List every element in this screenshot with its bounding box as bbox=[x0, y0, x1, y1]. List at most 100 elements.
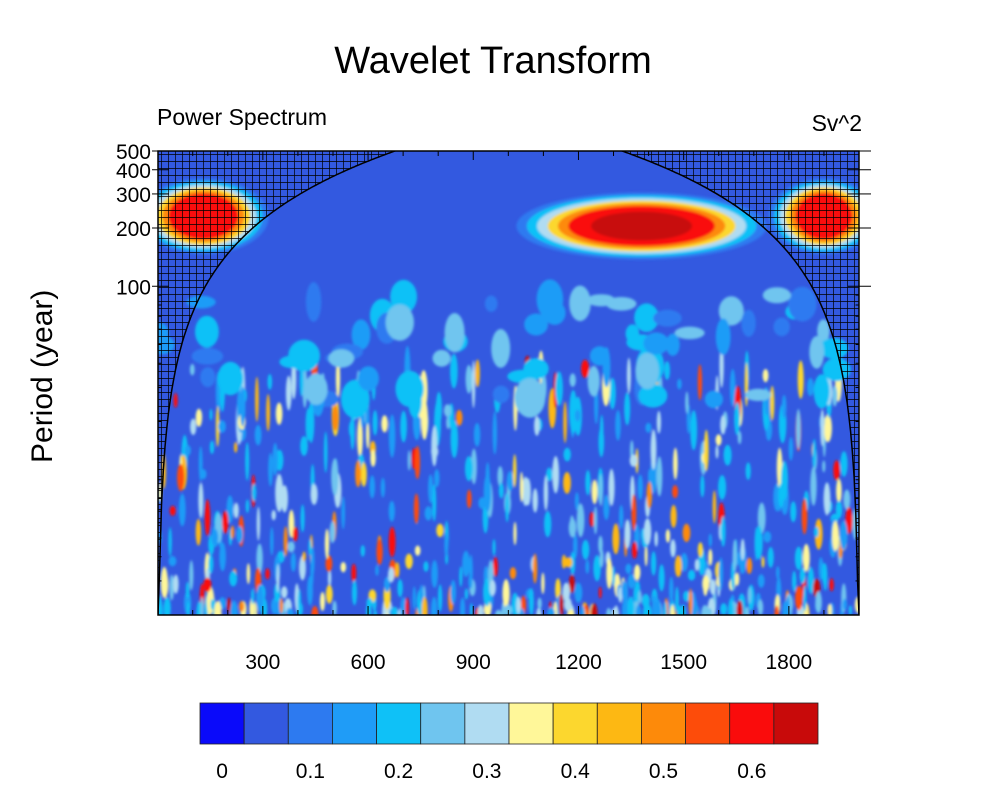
power-streak bbox=[573, 534, 578, 559]
power-streak bbox=[405, 597, 409, 615]
power-blob bbox=[704, 390, 724, 409]
power-streak bbox=[827, 603, 832, 615]
colorbar-swatch bbox=[685, 702, 731, 745]
colorbar-swatch bbox=[508, 702, 554, 745]
power-streak bbox=[609, 377, 616, 410]
power-streak bbox=[774, 605, 779, 615]
power-streak bbox=[622, 596, 630, 615]
power-streak bbox=[173, 574, 179, 594]
power-streak bbox=[796, 408, 801, 450]
power-streak bbox=[392, 606, 398, 615]
power-streak bbox=[302, 551, 306, 562]
power-streak bbox=[434, 469, 440, 488]
power-streak bbox=[327, 569, 332, 587]
power-peak-core bbox=[591, 211, 693, 241]
x-tick-label: 900 bbox=[456, 651, 491, 674]
power-streak bbox=[812, 438, 817, 469]
power-streak bbox=[380, 477, 385, 498]
power-streak bbox=[292, 526, 298, 542]
power-streak bbox=[331, 458, 339, 496]
power-streak bbox=[279, 598, 284, 614]
power-streak bbox=[585, 470, 591, 496]
power-streak bbox=[669, 576, 674, 604]
power-streak bbox=[210, 598, 215, 610]
power-streak bbox=[469, 603, 473, 615]
power-streak bbox=[715, 445, 719, 459]
power-streak bbox=[680, 553, 688, 572]
power-blob bbox=[491, 329, 511, 368]
power-streak bbox=[836, 478, 842, 504]
power-streak bbox=[795, 586, 803, 611]
power-streak bbox=[158, 595, 163, 615]
power-streak bbox=[615, 410, 621, 441]
power-streak bbox=[536, 607, 542, 615]
power-streak bbox=[450, 580, 457, 605]
power-streak bbox=[373, 610, 377, 615]
left-subtitle: Power Spectrum bbox=[157, 104, 328, 130]
power-streak bbox=[169, 574, 174, 601]
power-streak bbox=[598, 586, 602, 599]
power-streak bbox=[598, 535, 603, 554]
power-streak bbox=[813, 526, 819, 538]
power-streak bbox=[650, 429, 657, 470]
power-streak bbox=[843, 489, 851, 510]
power-streak bbox=[324, 528, 330, 559]
power-streak bbox=[665, 529, 671, 543]
power-streak bbox=[332, 405, 339, 431]
power-streak bbox=[606, 608, 612, 615]
power-streak bbox=[502, 579, 510, 608]
power-blob bbox=[408, 385, 422, 418]
power-streak bbox=[534, 416, 540, 436]
power-streak bbox=[376, 539, 383, 565]
power-streak bbox=[297, 589, 302, 615]
power-blob bbox=[788, 286, 817, 322]
power-streak bbox=[593, 506, 598, 535]
power-streak bbox=[781, 394, 787, 419]
power-blob bbox=[589, 346, 610, 366]
power-streak bbox=[414, 545, 421, 556]
power-streak bbox=[341, 496, 346, 530]
power-streak bbox=[704, 429, 709, 472]
colorbar-swatch bbox=[376, 702, 422, 745]
power-streak bbox=[226, 495, 234, 524]
power-streak bbox=[593, 555, 601, 582]
power-blob bbox=[773, 317, 790, 337]
power-streak bbox=[512, 454, 517, 488]
power-streak bbox=[590, 603, 598, 615]
power-streak bbox=[832, 385, 838, 407]
power-blob bbox=[605, 297, 637, 311]
power-streak bbox=[423, 561, 429, 572]
power-streak bbox=[670, 604, 676, 615]
power-streak bbox=[757, 502, 766, 534]
power-streak bbox=[308, 539, 312, 556]
power-streak bbox=[203, 577, 212, 592]
power-streak bbox=[168, 556, 177, 567]
power-streak bbox=[255, 376, 259, 422]
power-streak bbox=[431, 596, 438, 615]
power-streak bbox=[624, 519, 631, 549]
power-streak bbox=[323, 431, 328, 473]
colorbar-swatch bbox=[552, 702, 598, 745]
power-streak bbox=[833, 460, 840, 481]
power-streak bbox=[465, 364, 473, 394]
power-streak bbox=[611, 566, 616, 587]
power-blob bbox=[635, 352, 659, 389]
power-blob bbox=[279, 355, 305, 369]
power-blob bbox=[638, 383, 668, 408]
power-streak bbox=[459, 566, 463, 587]
power-streak bbox=[680, 604, 687, 615]
power-blob bbox=[587, 365, 600, 397]
power-streak bbox=[845, 507, 853, 534]
power-streak bbox=[256, 584, 264, 612]
power-streak bbox=[715, 434, 722, 446]
power-streak bbox=[757, 599, 764, 615]
power-blob bbox=[536, 279, 564, 320]
power-streak bbox=[270, 527, 274, 556]
power-streak bbox=[823, 414, 832, 443]
power-streak bbox=[311, 606, 319, 615]
power-streak bbox=[366, 597, 373, 609]
power-streak bbox=[198, 482, 204, 519]
power-streak bbox=[674, 555, 682, 577]
power-streak bbox=[728, 598, 734, 615]
power-streak bbox=[574, 409, 581, 422]
